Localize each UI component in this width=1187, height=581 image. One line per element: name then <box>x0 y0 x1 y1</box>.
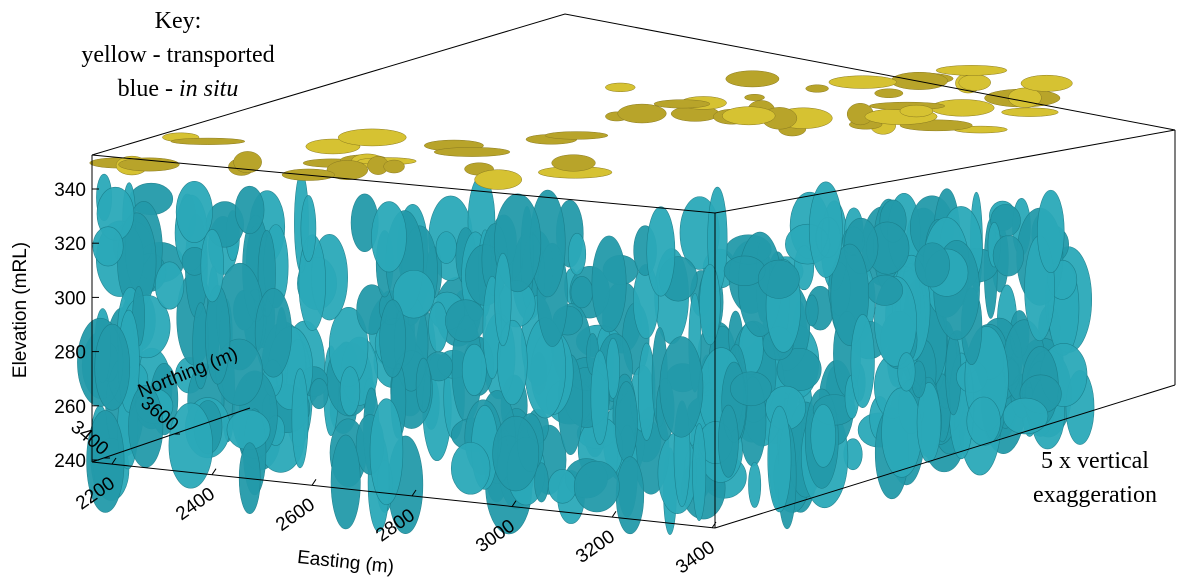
blob <box>574 461 619 512</box>
blob <box>730 372 771 406</box>
blob <box>851 314 875 407</box>
y-tick-label: 320 <box>54 234 86 255</box>
blob <box>915 243 950 287</box>
blob <box>462 344 486 395</box>
key-blue: blue - in situ <box>118 76 239 102</box>
yellow-blob <box>959 75 991 91</box>
blob <box>758 260 799 298</box>
key-blue-italic: in situ <box>179 76 238 102</box>
yellow-blob <box>829 76 897 89</box>
blob <box>155 262 184 309</box>
blob <box>380 300 406 378</box>
blob <box>1037 190 1064 273</box>
isosurface <box>77 65 1094 534</box>
y-tick-label: 300 <box>54 288 86 309</box>
yellow-blob <box>171 138 245 145</box>
elevation-label: Elevation (mRL) <box>10 242 31 378</box>
key-yellow: yellow - transported <box>81 42 274 68</box>
x-tick-label: 2600 <box>272 494 319 535</box>
figure: Key: yellow - transported blue - in situ… <box>0 0 1187 581</box>
blob <box>615 382 637 462</box>
yellow-blob <box>618 104 667 123</box>
yellow-blob <box>475 170 522 190</box>
blob <box>967 397 1001 445</box>
yellow-blob <box>722 107 775 125</box>
blob <box>993 235 1024 276</box>
x-tick-label: 3200 <box>572 526 619 567</box>
key-blue-text: blue - <box>118 76 179 102</box>
blob <box>235 186 264 234</box>
y-tick-label: 260 <box>54 397 86 418</box>
blob <box>310 378 328 408</box>
blob <box>748 462 760 507</box>
x-tick-label: 2400 <box>172 484 219 525</box>
blob <box>493 416 539 491</box>
blob <box>429 302 448 352</box>
blob <box>201 229 224 301</box>
blob <box>591 351 609 445</box>
yellow-blob <box>806 85 829 93</box>
blob <box>809 182 842 278</box>
blob <box>1003 398 1048 434</box>
yellow-blob <box>545 132 608 140</box>
x-tick-label: 3400 <box>672 537 719 578</box>
yellow-blob <box>654 100 710 108</box>
blob <box>660 337 703 438</box>
blob <box>445 300 486 342</box>
blob <box>693 424 706 521</box>
y-tick-label: 280 <box>54 343 86 364</box>
yellow-blob <box>434 147 510 156</box>
tick-mark <box>312 479 316 485</box>
note-line: 5 x vertical <box>1041 448 1149 474</box>
yellow-blob <box>1021 75 1072 91</box>
yellow-blob <box>936 65 1007 75</box>
blob <box>811 404 836 467</box>
blob <box>616 457 644 534</box>
blob <box>592 236 626 332</box>
blob <box>301 195 316 261</box>
tick-mark <box>612 511 616 517</box>
blob <box>416 358 431 412</box>
blob <box>647 207 675 297</box>
blob <box>806 295 819 326</box>
yellow-blob <box>605 83 635 92</box>
key-title: Key: <box>155 8 202 34</box>
note-line: exaggeration <box>1033 482 1157 508</box>
y-tick-label: 240 <box>54 451 86 472</box>
blob <box>898 353 916 392</box>
yellow-blob <box>875 89 903 98</box>
tick-mark <box>212 469 216 475</box>
blob <box>292 369 308 468</box>
y-tick-label: 340 <box>54 180 86 201</box>
yellow-blob <box>552 155 596 172</box>
blob <box>718 405 738 477</box>
yellow-blob <box>745 94 765 100</box>
blob <box>867 275 903 305</box>
blob <box>700 264 721 344</box>
yellow-blob <box>1002 108 1059 117</box>
yellow-blob <box>900 105 933 117</box>
yellow-blob <box>726 71 779 87</box>
easting-label: Easting (m) <box>296 547 395 578</box>
blob <box>95 324 130 410</box>
blob <box>331 435 360 529</box>
blob <box>93 227 123 266</box>
yellow-blob <box>384 160 405 173</box>
blob <box>768 406 791 512</box>
blob <box>436 232 457 264</box>
yellow-blob <box>338 129 406 146</box>
blob <box>451 442 490 494</box>
blob <box>571 276 593 307</box>
blob <box>340 367 360 416</box>
blob <box>370 399 403 505</box>
blob <box>495 253 512 346</box>
blob <box>371 202 406 273</box>
blob <box>548 469 576 503</box>
blob <box>882 388 922 478</box>
blob <box>568 233 585 275</box>
